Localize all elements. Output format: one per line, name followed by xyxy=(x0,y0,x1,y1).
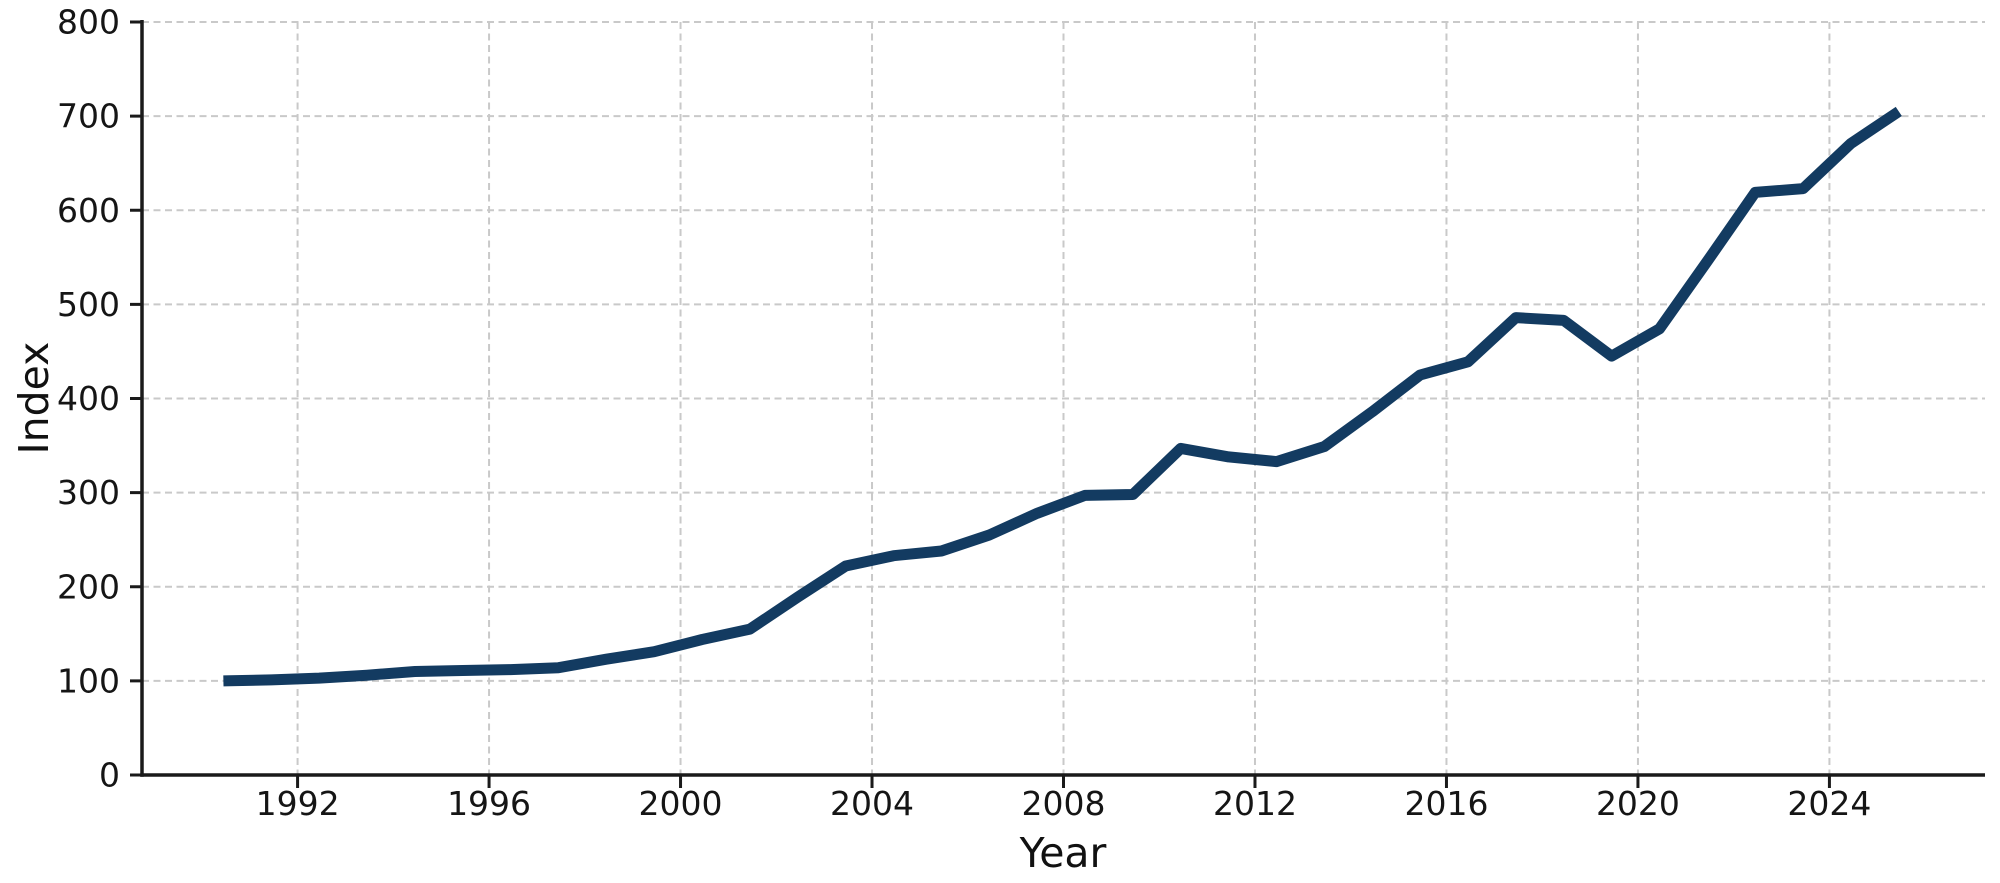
y-axis-title: Index xyxy=(10,342,58,455)
y-tick-label: 0 xyxy=(99,756,120,795)
x-tick-label: 2012 xyxy=(1213,784,1297,823)
x-tick-label: 2016 xyxy=(1404,784,1488,823)
y-tick-label: 500 xyxy=(57,285,120,324)
x-tick-label: 2024 xyxy=(1787,784,1871,823)
x-tick-label: 2008 xyxy=(1022,784,1106,823)
y-tick-label: 400 xyxy=(57,379,120,418)
y-tick-label: 300 xyxy=(57,473,120,512)
x-axis-ticks: 1992 1996 2000 2004 2008 2012 2016 2020 2024 xyxy=(256,775,1871,823)
y-tick-label: 700 xyxy=(57,97,120,136)
x-tick-label: 2020 xyxy=(1596,784,1680,823)
index-series-line xyxy=(223,106,1902,687)
y-axis-ticks: 0 100 200 300 400 500 600 700 800 xyxy=(57,3,142,795)
x-tick-label: 1996 xyxy=(447,784,531,823)
x-tick-label: 2000 xyxy=(639,784,723,823)
x-tick-label: 2004 xyxy=(830,784,914,823)
x-tick-label: 1992 xyxy=(256,784,340,823)
y-tick-label: 100 xyxy=(57,661,120,700)
y-tick-label: 600 xyxy=(57,191,120,230)
x-axis-title: Year xyxy=(1019,829,1107,877)
y-tick-label: 800 xyxy=(57,3,120,42)
grid-lines xyxy=(142,21,1985,775)
y-tick-label: 200 xyxy=(57,567,120,606)
